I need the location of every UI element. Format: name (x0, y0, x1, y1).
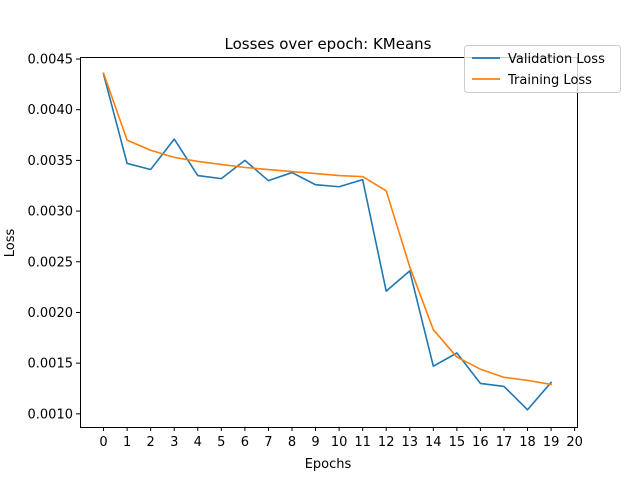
x-tick-label: 4 (194, 435, 202, 450)
y-tick-label: 0.0035 (28, 154, 74, 169)
plot-frame (80, 57, 578, 428)
legend-label-validation: Validation Loss (508, 52, 605, 67)
x-tick-label: 14 (425, 435, 442, 450)
x-axis-label: Epochs (305, 457, 352, 472)
x-tick-label: 8 (288, 435, 296, 450)
y-tick-label: 0.0020 (28, 306, 74, 321)
y-axis-label: Loss (3, 229, 18, 258)
x-tick-label: 5 (217, 435, 225, 450)
x-tick-label: 7 (264, 435, 272, 450)
x-tick-label: 13 (401, 435, 418, 450)
x-tick-label: 0 (99, 435, 107, 450)
x-tick-label: 2 (147, 435, 155, 450)
series-line-training-loss (102, 72, 553, 386)
y-axis: 0.0010 0.0015 0.0020 0.0025 0.0030 0.0035 0.00… (28, 53, 80, 422)
x-tick-label: 12 (378, 435, 395, 450)
y-tick-label: 0.0015 (28, 357, 74, 372)
x-tick-label: 19 (543, 435, 560, 450)
x-tick-label: 17 (496, 435, 513, 450)
x-tick-label: 1 (123, 435, 131, 450)
legend-label-training: Training Loss (507, 73, 592, 88)
x-tick-label: 6 (241, 435, 249, 450)
legend: Validation Loss Training Loss (464, 45, 621, 93)
y-tick-label: 0.0025 (28, 255, 74, 270)
x-tick-label: 3 (170, 435, 178, 450)
y-tick-label: 0.0045 (28, 53, 74, 68)
x-tick-label: 16 (472, 435, 489, 450)
y-tick-label: 0.0040 (28, 103, 74, 118)
x-tick-label: 9 (311, 435, 319, 450)
x-axis: 0 1 2 3 4 5 6 7 8 9 10 11 12 13 14 15 16 17 18 19 20 (99, 427, 583, 450)
x-tick-label: 10 (331, 435, 348, 450)
plot-lines (102, 72, 553, 411)
x-tick-label: 15 (449, 435, 466, 450)
y-tick-label: 0.0030 (28, 205, 74, 220)
series-line-validation-loss (102, 73, 553, 411)
y-tick-label: 0.0010 (28, 407, 74, 422)
legend-box (464, 45, 621, 93)
x-tick-label: 20 (566, 435, 583, 450)
chart-title: Losses over epoch: KMeans (225, 35, 432, 53)
x-tick-label: 11 (354, 435, 371, 450)
x-tick-label: 18 (519, 435, 536, 450)
